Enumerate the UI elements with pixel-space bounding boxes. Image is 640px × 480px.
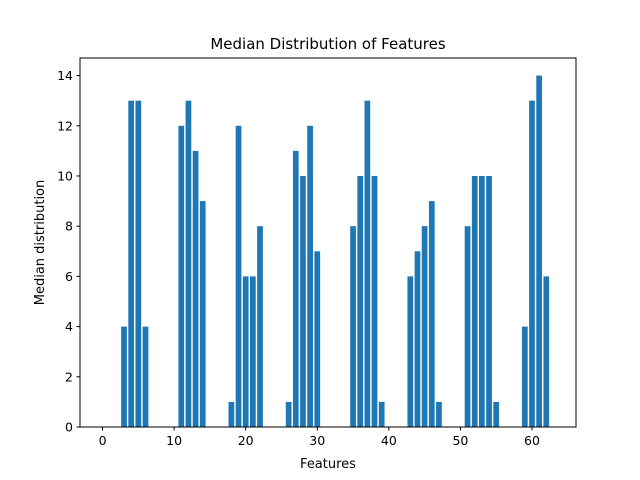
x-tick-label-60: 60	[524, 433, 540, 448]
bar-feature-45	[421, 226, 428, 427]
bar-feature-26	[285, 401, 292, 427]
bar-feature-62	[543, 276, 550, 427]
bar-feature-19	[235, 125, 242, 427]
bar-feature-20	[242, 276, 249, 427]
bar-feature-39	[378, 401, 385, 427]
bar-feature-61	[536, 75, 543, 428]
bar-feature-54	[486, 175, 492, 427]
x-axis-ticks: 0 10 20 30 40 50 60	[99, 427, 540, 448]
bar-feature-47	[436, 401, 442, 427]
y-tick-label-10: 10	[57, 168, 73, 183]
bar-feature-36	[357, 175, 364, 427]
bar-feature-4	[128, 100, 135, 428]
bar-feature-46	[428, 201, 435, 427]
bar-feature-21	[249, 276, 256, 427]
x-axis-label: Features	[300, 457, 356, 472]
x-tick-label-0: 0	[99, 433, 107, 448]
bar-feature-14	[199, 201, 206, 427]
bar-feature-38	[371, 175, 378, 427]
bar-feature-12	[185, 100, 192, 428]
bar-feature-30	[314, 251, 321, 427]
bar-feature-59	[521, 326, 528, 427]
bar-feature-3	[121, 326, 127, 427]
y-tick-label-0: 0	[65, 420, 73, 435]
y-tick-label-4: 4	[65, 319, 73, 334]
bar-feature-44	[414, 251, 421, 427]
bar-feature-35	[350, 226, 356, 427]
x-tick-label-40: 40	[381, 433, 397, 448]
bar-feature-37	[364, 100, 371, 428]
bar-feature-52	[471, 175, 478, 427]
y-axis-label: Median distribution	[33, 180, 48, 306]
bar-feature-51	[464, 226, 471, 427]
chart-title: Median Distribution of Features	[210, 35, 446, 53]
bar-feature-60	[529, 100, 535, 428]
bar-feature-5	[135, 100, 142, 428]
plot-area-frame	[79, 57, 577, 428]
x-tick-label-10: 10	[166, 433, 182, 448]
y-tick-label-14: 14	[57, 68, 73, 83]
y-tick-label-8: 8	[65, 219, 73, 234]
bar-feature-55	[493, 401, 500, 427]
bar-feature-28	[300, 175, 306, 427]
x-tick-label-30: 30	[309, 433, 325, 448]
y-tick-label-2: 2	[65, 369, 73, 384]
bar-feature-43	[407, 276, 414, 427]
bar-feature-18	[228, 401, 235, 427]
y-tick-label-12: 12	[57, 118, 73, 133]
bar-feature-11	[178, 125, 185, 427]
bar-feature-29	[307, 125, 313, 427]
bar-feature-6	[142, 326, 149, 427]
x-tick-label-20: 20	[238, 433, 254, 448]
y-axis-ticks: 0 2 4 6 8 10 12 14	[57, 68, 80, 435]
x-tick-label-50: 50	[452, 433, 468, 448]
bar-feature-13	[192, 150, 199, 427]
bars-group	[121, 75, 550, 428]
y-tick-label-6: 6	[65, 269, 73, 284]
bar-feature-27	[292, 150, 299, 427]
bar-feature-22	[257, 226, 263, 427]
bar-feature-53	[479, 175, 485, 427]
